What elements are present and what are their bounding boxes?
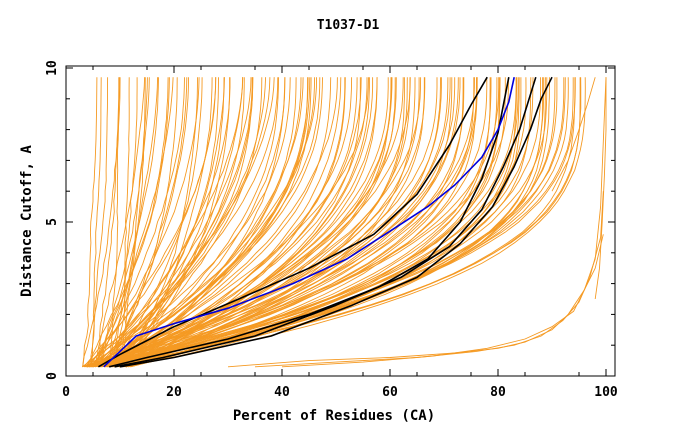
- orange-curve: [108, 77, 465, 368]
- orange-curve: [98, 77, 267, 368]
- orange-curve: [109, 77, 286, 368]
- orange-curve: [114, 77, 461, 368]
- orange-curve: [99, 77, 174, 367]
- orange-curve: [109, 77, 178, 367]
- plot-frame: [65, 65, 616, 377]
- orange-curve: [95, 77, 252, 368]
- black-curve-3: [119, 76, 553, 368]
- orange-outlier-curve: [254, 191, 604, 368]
- x-tick-label: 40: [274, 385, 290, 400]
- orange-curve: [125, 77, 286, 368]
- orange-curve: [88, 77, 475, 368]
- orange-curve: [94, 77, 509, 368]
- orange-curve: [97, 77, 254, 368]
- orange-curve: [86, 77, 389, 368]
- orange-curve: [99, 77, 150, 367]
- orange-curve: [86, 77, 169, 367]
- orange-curve: [84, 77, 297, 368]
- orange-curve: [89, 77, 109, 367]
- orange-curve: [114, 77, 225, 368]
- black-curve-1: [109, 77, 510, 368]
- orange-curve: [115, 77, 148, 367]
- orange-outlier-curve: [281, 234, 604, 368]
- orange-curve: [82, 77, 98, 367]
- x-tick-label: 20: [166, 385, 182, 400]
- orange-curve: [125, 77, 586, 368]
- y-tick-label: 10: [45, 60, 60, 76]
- orange-curve: [89, 77, 581, 368]
- x-tick-label: 100: [594, 385, 618, 400]
- curve-layer: [82, 76, 607, 368]
- orange-curve: [94, 77, 146, 367]
- y-tick-label: 0: [45, 372, 60, 380]
- chart-title: T1037-D1: [317, 18, 380, 33]
- orange-curve: [89, 77, 323, 368]
- orange-curve: [94, 77, 404, 368]
- orange-curve: [87, 77, 500, 368]
- orange-curve: [82, 77, 121, 367]
- orange-curve: [129, 77, 213, 368]
- orange-curve: [89, 77, 231, 368]
- y-tick-label: 5: [45, 218, 60, 226]
- orange-curve: [93, 77, 317, 368]
- y-axis-title: Distance Cutoff, A: [19, 145, 35, 297]
- orange-curve: [87, 77, 291, 368]
- blue-curve-4: [103, 77, 515, 368]
- orange-curve: [92, 77, 369, 368]
- orange-curve: [98, 77, 120, 367]
- orange-curve: [105, 77, 478, 368]
- black-curve-2: [114, 76, 537, 368]
- x-tick-label: 80: [490, 385, 506, 400]
- orange-curve: [122, 77, 302, 368]
- orange-curve: [92, 77, 542, 368]
- orange-curve: [118, 77, 569, 368]
- x-tick-label: 60: [382, 385, 398, 400]
- orange-outlier-curve: [227, 77, 607, 368]
- orange-curve: [82, 77, 438, 368]
- orange-curve: [105, 77, 332, 368]
- orange-curve: [125, 77, 545, 368]
- orange-outlier-curve: [594, 77, 607, 300]
- orange-curve: [90, 77, 422, 368]
- orange-curve: [96, 77, 244, 368]
- orange-curve: [82, 77, 279, 368]
- orange-curve: [86, 77, 449, 368]
- orange-curve: [104, 77, 338, 368]
- orange-curve: [87, 77, 556, 368]
- orange-curve: [109, 77, 245, 368]
- orange-curve: [119, 77, 558, 368]
- orange-curve: [93, 77, 159, 367]
- orange-curve: [106, 77, 263, 368]
- orange-curve: [86, 77, 459, 368]
- orange-curve: [102, 77, 312, 368]
- orange-curve: [84, 77, 442, 368]
- orange-outlier-curve: [551, 77, 596, 192]
- orange-curve: [111, 77, 478, 368]
- orange-curve: [88, 77, 185, 368]
- orange-curve: [92, 77, 170, 368]
- orange-curve: [84, 77, 275, 368]
- orange-curve: [101, 77, 271, 368]
- orange-curve: [90, 77, 254, 368]
- orange-curve: [107, 77, 475, 368]
- orange-curve: [105, 77, 189, 367]
- x-axis-title: Percent of Residues (CA): [233, 408, 435, 424]
- orange-curve: [91, 77, 506, 368]
- orange-curve: [118, 77, 362, 368]
- orange-curve: [124, 77, 244, 368]
- orange-curve: [121, 77, 374, 368]
- tick-layer: 0 20 40 60 80 100 0 5 10: [45, 60, 618, 400]
- orange-curve: [107, 77, 188, 367]
- orange-curve: [87, 77, 217, 368]
- x-tick-label: 0: [62, 385, 70, 400]
- black-curve-0: [98, 76, 488, 368]
